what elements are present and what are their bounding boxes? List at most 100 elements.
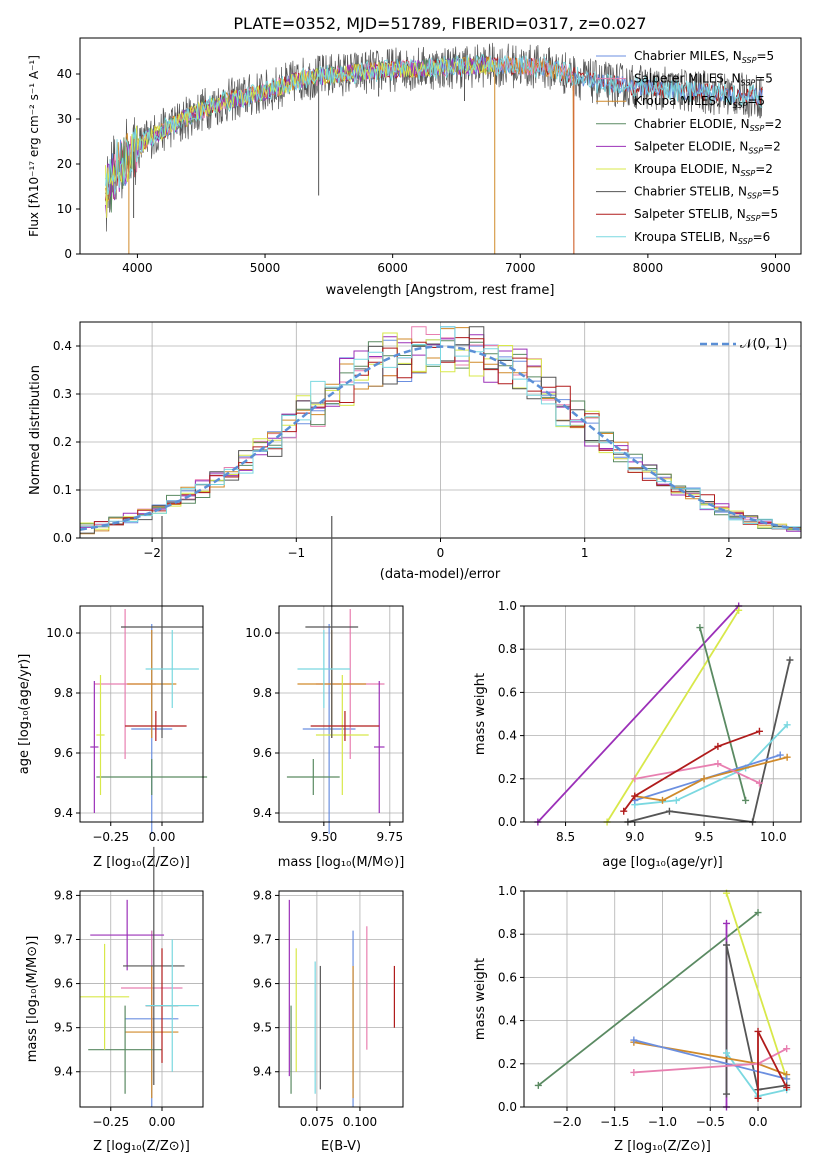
ytick-label: 9.4 <box>253 1065 272 1079</box>
panel-ebv_mass: 0.075 0.100 9.4 9.5 9.6 9.7 9.8 E(B-V) <box>253 888 404 1154</box>
ytick-label: 0.6 <box>498 685 517 699</box>
weight-marker-salpeter_stelib <box>714 742 722 750</box>
weight-marker-chabrier_miles <box>776 751 784 759</box>
weight-marker-salpeter_miles <box>783 1045 791 1053</box>
weight-line-salpeter_stelib <box>622 730 760 812</box>
weight-marker-kroupa_miles <box>659 796 666 804</box>
panel-ylabel: mass weight <box>473 958 488 1040</box>
spectrum-xtick-label: 6000 <box>377 261 408 275</box>
ytick-label: 0.0 <box>498 815 517 829</box>
weight-marker-salpeter_elodie <box>722 919 730 927</box>
weight-marker-kroupa_stelib <box>722 1049 730 1057</box>
ytick-label: 0.0 <box>498 1100 517 1114</box>
legend-label-kroupa_elodie: Kroupa ELODIE, NSSP=2 <box>634 162 773 178</box>
weight-marker-salpeter_stelib <box>620 807 628 815</box>
panel-xlabel: E(B-V) <box>321 1139 361 1154</box>
spectrum-ylabel: Flux [fλ10⁻¹⁷ erg cm⁻² s⁻¹ A⁻¹] <box>27 55 41 237</box>
ytick-label: 1.0 <box>498 884 517 898</box>
weight-marker-chabrier_stelib <box>722 941 730 949</box>
panel-xlabel: Z [log₁₀(Z/Z⊙)] <box>93 855 190 870</box>
ytick-label: 10.0 <box>46 626 73 640</box>
weight-marker-chabrier_elodie <box>534 1081 542 1089</box>
ytick-label: 0.4 <box>498 729 517 743</box>
residuals-ytick-label: 0.1 <box>53 483 72 497</box>
spectrum-ytick-label: 0 <box>64 247 72 261</box>
weight-marker-chabrier_elodie <box>696 624 704 632</box>
panel-frame <box>523 605 802 823</box>
ytick-label: 9.6 <box>253 746 272 760</box>
weight-marker-chabrier_stelib <box>665 807 673 815</box>
residuals-ytick-label: 0.4 <box>53 339 72 353</box>
panel-ylabel: age [log₁₀(age/yr)] <box>17 654 32 775</box>
xtick-label: 9.50 <box>310 830 337 844</box>
panel-frame <box>278 890 404 1108</box>
weight-marker-salpeter_stelib <box>631 792 639 800</box>
residuals-ylabel: Normed distribution <box>28 365 43 495</box>
residuals-xtick-label: 0 <box>437 546 445 560</box>
weight-marker-chabrier_miles <box>630 1036 638 1044</box>
normal-legend-label: 𝒩(0, 1) <box>740 337 787 352</box>
panel-mass_age: 9.50 9.75 9.4 9.6 9.8 10.0 mass [log₁₀(M/M⊙)] <box>245 516 404 870</box>
ytick-label: 0.6 <box>498 970 517 984</box>
panel-age_weight: 8.5 9.0 9.5 10.0 0.0 0.2 0.4 0.6 0.8 1.0 age [log₁… <box>473 599 802 870</box>
panel-z_weight: −2.0 −1.5 −1.0 −0.5 0.0 0.0 0.2 0.4 0.6 0.8 1.0 Z [… <box>473 884 802 1154</box>
legend-label-salpeter_stelib: Salpeter STELIB, NSSP=5 <box>634 207 778 223</box>
residuals-axes: −2 −1 0 1 2 0.0 0.1 0.2 0.3 0.4 <box>53 339 733 560</box>
normal-curve <box>79 345 802 531</box>
xtick-label: 0.100 <box>343 1115 377 1129</box>
spectrum-xtick-label: 8000 <box>633 261 664 275</box>
legend-label-salpeter_elodie: Salpeter ELODIE, NSSP=2 <box>634 139 781 155</box>
legend-label-chabrier_elodie: Chabrier ELODIE, NSSP=2 <box>634 117 782 133</box>
weight-line-kroupa_elodie <box>606 609 740 823</box>
weight-marker-salpeter_miles <box>714 760 722 768</box>
residuals-xlabel: (data-model)/error <box>380 567 501 582</box>
weight-marker-chabrier_elodie <box>742 796 750 804</box>
spectrum-xtick-label: 9000 <box>760 261 791 275</box>
weight-line-salpeter_elodie <box>537 605 740 823</box>
xtick-label: 0.00 <box>149 830 176 844</box>
weight-line-chabrier_elodie <box>537 911 759 1087</box>
weight-marker-kroupa_elodie <box>735 606 743 614</box>
spectrum-xtick-label: 5000 <box>250 261 281 275</box>
legend-label-chabrier_stelib: Chabrier STELIB, NSSP=5 <box>634 185 779 201</box>
spectrum-series-kroupa_stelib <box>105 53 763 195</box>
ytick-label: 9.5 <box>54 1021 73 1035</box>
weight-line-chabrier_stelib <box>725 944 787 1094</box>
panel-frame <box>278 605 404 823</box>
weight-marker-salpeter_stelib <box>783 1084 791 1092</box>
spectrum-ytick-label: 30 <box>57 112 72 126</box>
ytick-label: 9.4 <box>54 806 73 820</box>
residuals-xtick-label: 2 <box>725 546 733 560</box>
weight-line-kroupa_stelib <box>634 724 788 806</box>
weight-marker-kroupa_miles <box>700 775 708 783</box>
weight-marker-salpeter_stelib <box>755 727 763 735</box>
xtick-label: −2.0 <box>552 1115 581 1129</box>
weight-marker-kroupa_stelib <box>783 721 791 729</box>
xtick-label: −1.0 <box>648 1115 677 1129</box>
xtick-label: 9.75 <box>376 830 403 844</box>
weight-line-kroupa_elodie <box>725 892 788 1080</box>
weight-line-kroupa_miles <box>634 756 788 802</box>
weight-marker-chabrier_stelib <box>722 1090 730 1098</box>
spectrum-ytick-label: 20 <box>57 157 72 171</box>
xtick-label: 10.0 <box>760 830 787 844</box>
xtick-label: 9.5 <box>695 830 714 844</box>
xtick-label: −1.5 <box>600 1115 629 1129</box>
ytick-label: 0.2 <box>498 1057 517 1071</box>
xtick-label: 8.5 <box>556 830 575 844</box>
ytick-label: 9.5 <box>253 1021 272 1035</box>
residuals-xtick-label: −1 <box>287 546 305 560</box>
ytick-label: 9.7 <box>54 932 73 946</box>
ytick-label: 9.7 <box>253 932 272 946</box>
spectrum-series-kroupa_miles <box>105 55 575 255</box>
weight-marker-salpeter_miles <box>630 1068 638 1076</box>
ytick-label: 0.8 <box>498 927 517 941</box>
panel-ylabel: mass [log₁₀(M/M⊙)] <box>25 936 40 1063</box>
spectrum-title: PLATE=0352, MJD=51789, FIBERID=0317, z=0… <box>233 14 646 33</box>
spectrum-axes: 4000 5000 6000 7000 8000 9000 0 10 20 30 40 <box>57 67 791 275</box>
residuals-ytick-label: 0.2 <box>53 435 72 449</box>
spectrum-legend: Chabrier MILES, NSSP=5 Salpeter MILES, NS… <box>596 49 782 246</box>
panel-xlabel: Z [log₁₀(Z/Z⊙)] <box>93 1139 190 1154</box>
weight-line-chabrier_stelib <box>627 659 791 823</box>
panel-ylabel: mass weight <box>473 673 488 755</box>
